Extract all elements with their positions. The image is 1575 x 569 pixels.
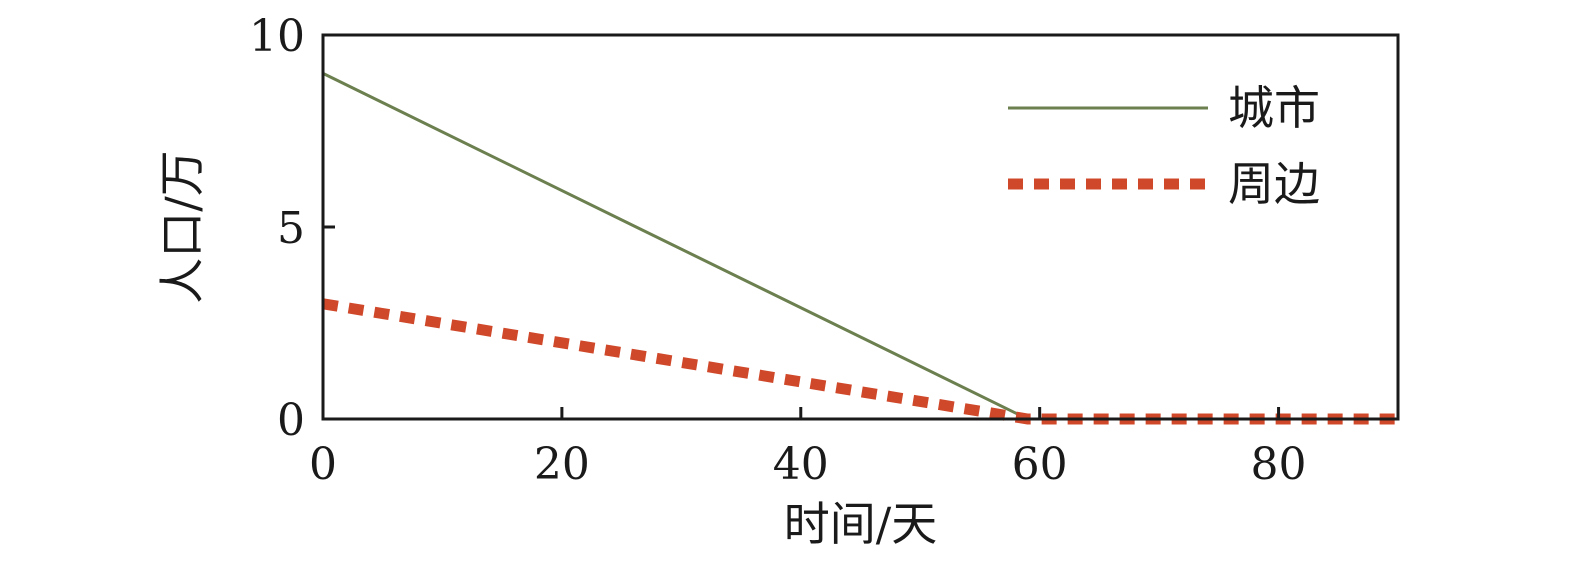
- x-tick-label: 80: [1251, 439, 1307, 490]
- y-tick-label: 5: [277, 203, 305, 254]
- y-tick-label: 10: [249, 11, 305, 62]
- axis-ticks: [321, 33, 1281, 421]
- y-axis-label: 人口/万: [155, 150, 209, 304]
- x-tick-label: 20: [534, 439, 590, 490]
- legend-label-0: 城市: [1228, 81, 1320, 135]
- x-tick-label: 0: [309, 439, 337, 490]
- x-tick-label: 60: [1012, 439, 1068, 490]
- x-axis-label: 时间/天: [784, 497, 938, 551]
- tick-labels: 0 20 40 60 80 0 5 10: [249, 11, 1307, 490]
- series-line-1: [322, 298, 1398, 425]
- legend-label-1: 周边: [1228, 157, 1320, 211]
- x-tick-label: 40: [773, 439, 829, 490]
- y-tick-label: 0: [277, 395, 305, 446]
